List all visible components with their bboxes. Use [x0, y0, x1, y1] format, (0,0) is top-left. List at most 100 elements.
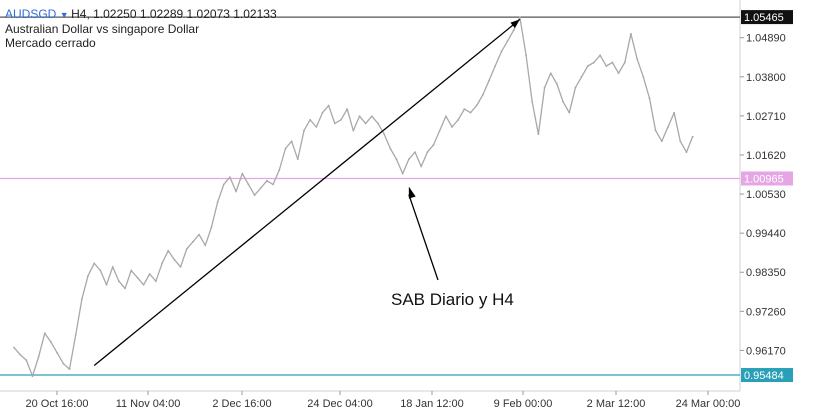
horizontal-levels	[0, 16, 740, 376]
price-point	[210, 226, 213, 229]
x-tick-label: 11 Nov 04:00	[116, 398, 181, 410]
price-point	[630, 32, 632, 35]
price-point	[204, 244, 207, 247]
level-label-box-0	[741, 10, 793, 25]
annotation-arrowhead	[408, 186, 416, 199]
price-point	[444, 115, 447, 118]
price-point	[142, 283, 145, 286]
price-point	[80, 298, 83, 301]
y-tick-label: 0.97260	[746, 306, 786, 318]
price-point	[673, 111, 676, 114]
price-point	[568, 111, 571, 114]
price-point	[469, 111, 472, 114]
price-point	[679, 140, 682, 143]
price-point	[574, 86, 577, 89]
price-point	[389, 147, 392, 150]
price-point	[13, 346, 15, 349]
price-point	[654, 129, 657, 132]
y-tick-label: 1.01620	[746, 150, 786, 162]
price-point	[506, 40, 509, 42]
price-point	[284, 147, 287, 150]
trend-line[interactable]	[93, 18, 521, 366]
price-point	[605, 65, 608, 67]
x-tick-label: 2 Dec 16:00	[212, 398, 271, 410]
price-point	[518, 16, 521, 19]
price-point	[173, 258, 176, 261]
price-point	[117, 280, 120, 283]
level-label-box-1	[741, 171, 793, 186]
price-point	[43, 332, 46, 335]
price-point	[358, 115, 361, 118]
price-point	[19, 353, 22, 356]
price-point	[352, 129, 355, 132]
price-point	[130, 269, 133, 272]
price-point	[148, 273, 151, 275]
price-point	[494, 65, 497, 67]
price-point	[543, 86, 546, 89]
price-point	[56, 352, 59, 354]
price-point	[105, 283, 108, 286]
price-point	[488, 79, 490, 82]
price-point	[99, 269, 102, 272]
symbol-description: Australian Dollar vs singapore Dollar	[5, 22, 199, 36]
market-status: Mercado cerrado	[5, 36, 96, 50]
price-point	[451, 126, 453, 128]
level-label-box-2	[741, 368, 793, 383]
price-point	[290, 140, 293, 143]
price-point	[420, 165, 423, 168]
price-point	[136, 276, 139, 279]
price-point	[93, 262, 96, 265]
y-tick-label: 0.96170	[746, 345, 786, 357]
price-point	[463, 108, 466, 110]
plot-frame	[0, 0, 741, 392]
price-point	[315, 126, 318, 128]
y-tick-label: 0.98350	[746, 267, 786, 279]
price-point	[475, 104, 478, 107]
price-point	[586, 65, 589, 67]
price-point	[531, 101, 534, 103]
price-point	[562, 101, 564, 103]
price-point	[154, 280, 157, 283]
price-point	[611, 61, 614, 64]
y-tick-label: 1.00530	[746, 189, 786, 201]
price-point	[296, 158, 299, 161]
svg-text:AUDSGD ▼ H4, 1.0: AUDSGD ▼ H4, 1.02250 1.02289 1.02073 1.0…	[5, 7, 277, 21]
price-point	[229, 176, 231, 179]
price-point	[648, 97, 651, 100]
price-point	[327, 104, 330, 107]
price-point	[167, 249, 170, 252]
price-point	[457, 118, 460, 121]
x-tick-label: 2 Mar 12:00	[587, 398, 646, 410]
price-point	[599, 54, 602, 57]
price-point	[414, 151, 416, 154]
price-point	[37, 355, 40, 358]
symbol-label[interactable]: AUDSGD	[5, 7, 57, 21]
price-point	[667, 126, 669, 128]
price-point	[500, 50, 503, 53]
price-point	[623, 61, 626, 64]
price-point	[537, 133, 540, 136]
price-point	[68, 368, 71, 370]
y-tick-label: 1.03800	[746, 72, 786, 84]
price-point	[309, 118, 312, 121]
trend-line-layer	[93, 18, 521, 366]
price-point	[303, 129, 305, 132]
x-axis: 20 Oct 16:00 11 Nov 04:00 2 Dec 16:00 24 De…	[26, 391, 740, 410]
price-point	[259, 187, 262, 189]
price-point	[593, 61, 595, 64]
price-point	[660, 140, 663, 143]
price-point	[222, 183, 225, 186]
annotation-layer: SAB Diario y H4	[391, 186, 514, 309]
x-tick-label: 18 Jan 12:00	[400, 398, 464, 410]
price-point	[124, 287, 126, 290]
price-point	[62, 362, 65, 365]
price-point	[50, 341, 52, 344]
price-point	[432, 144, 435, 146]
symbol-dropdown-icon[interactable]: ▼	[60, 10, 71, 20]
y-tick-label: 1.02710	[746, 111, 786, 123]
level-label-2: 0.95484	[744, 370, 784, 382]
price-point	[266, 179, 268, 182]
price-point	[383, 133, 386, 136]
trend-arrowhead	[510, 19, 520, 29]
